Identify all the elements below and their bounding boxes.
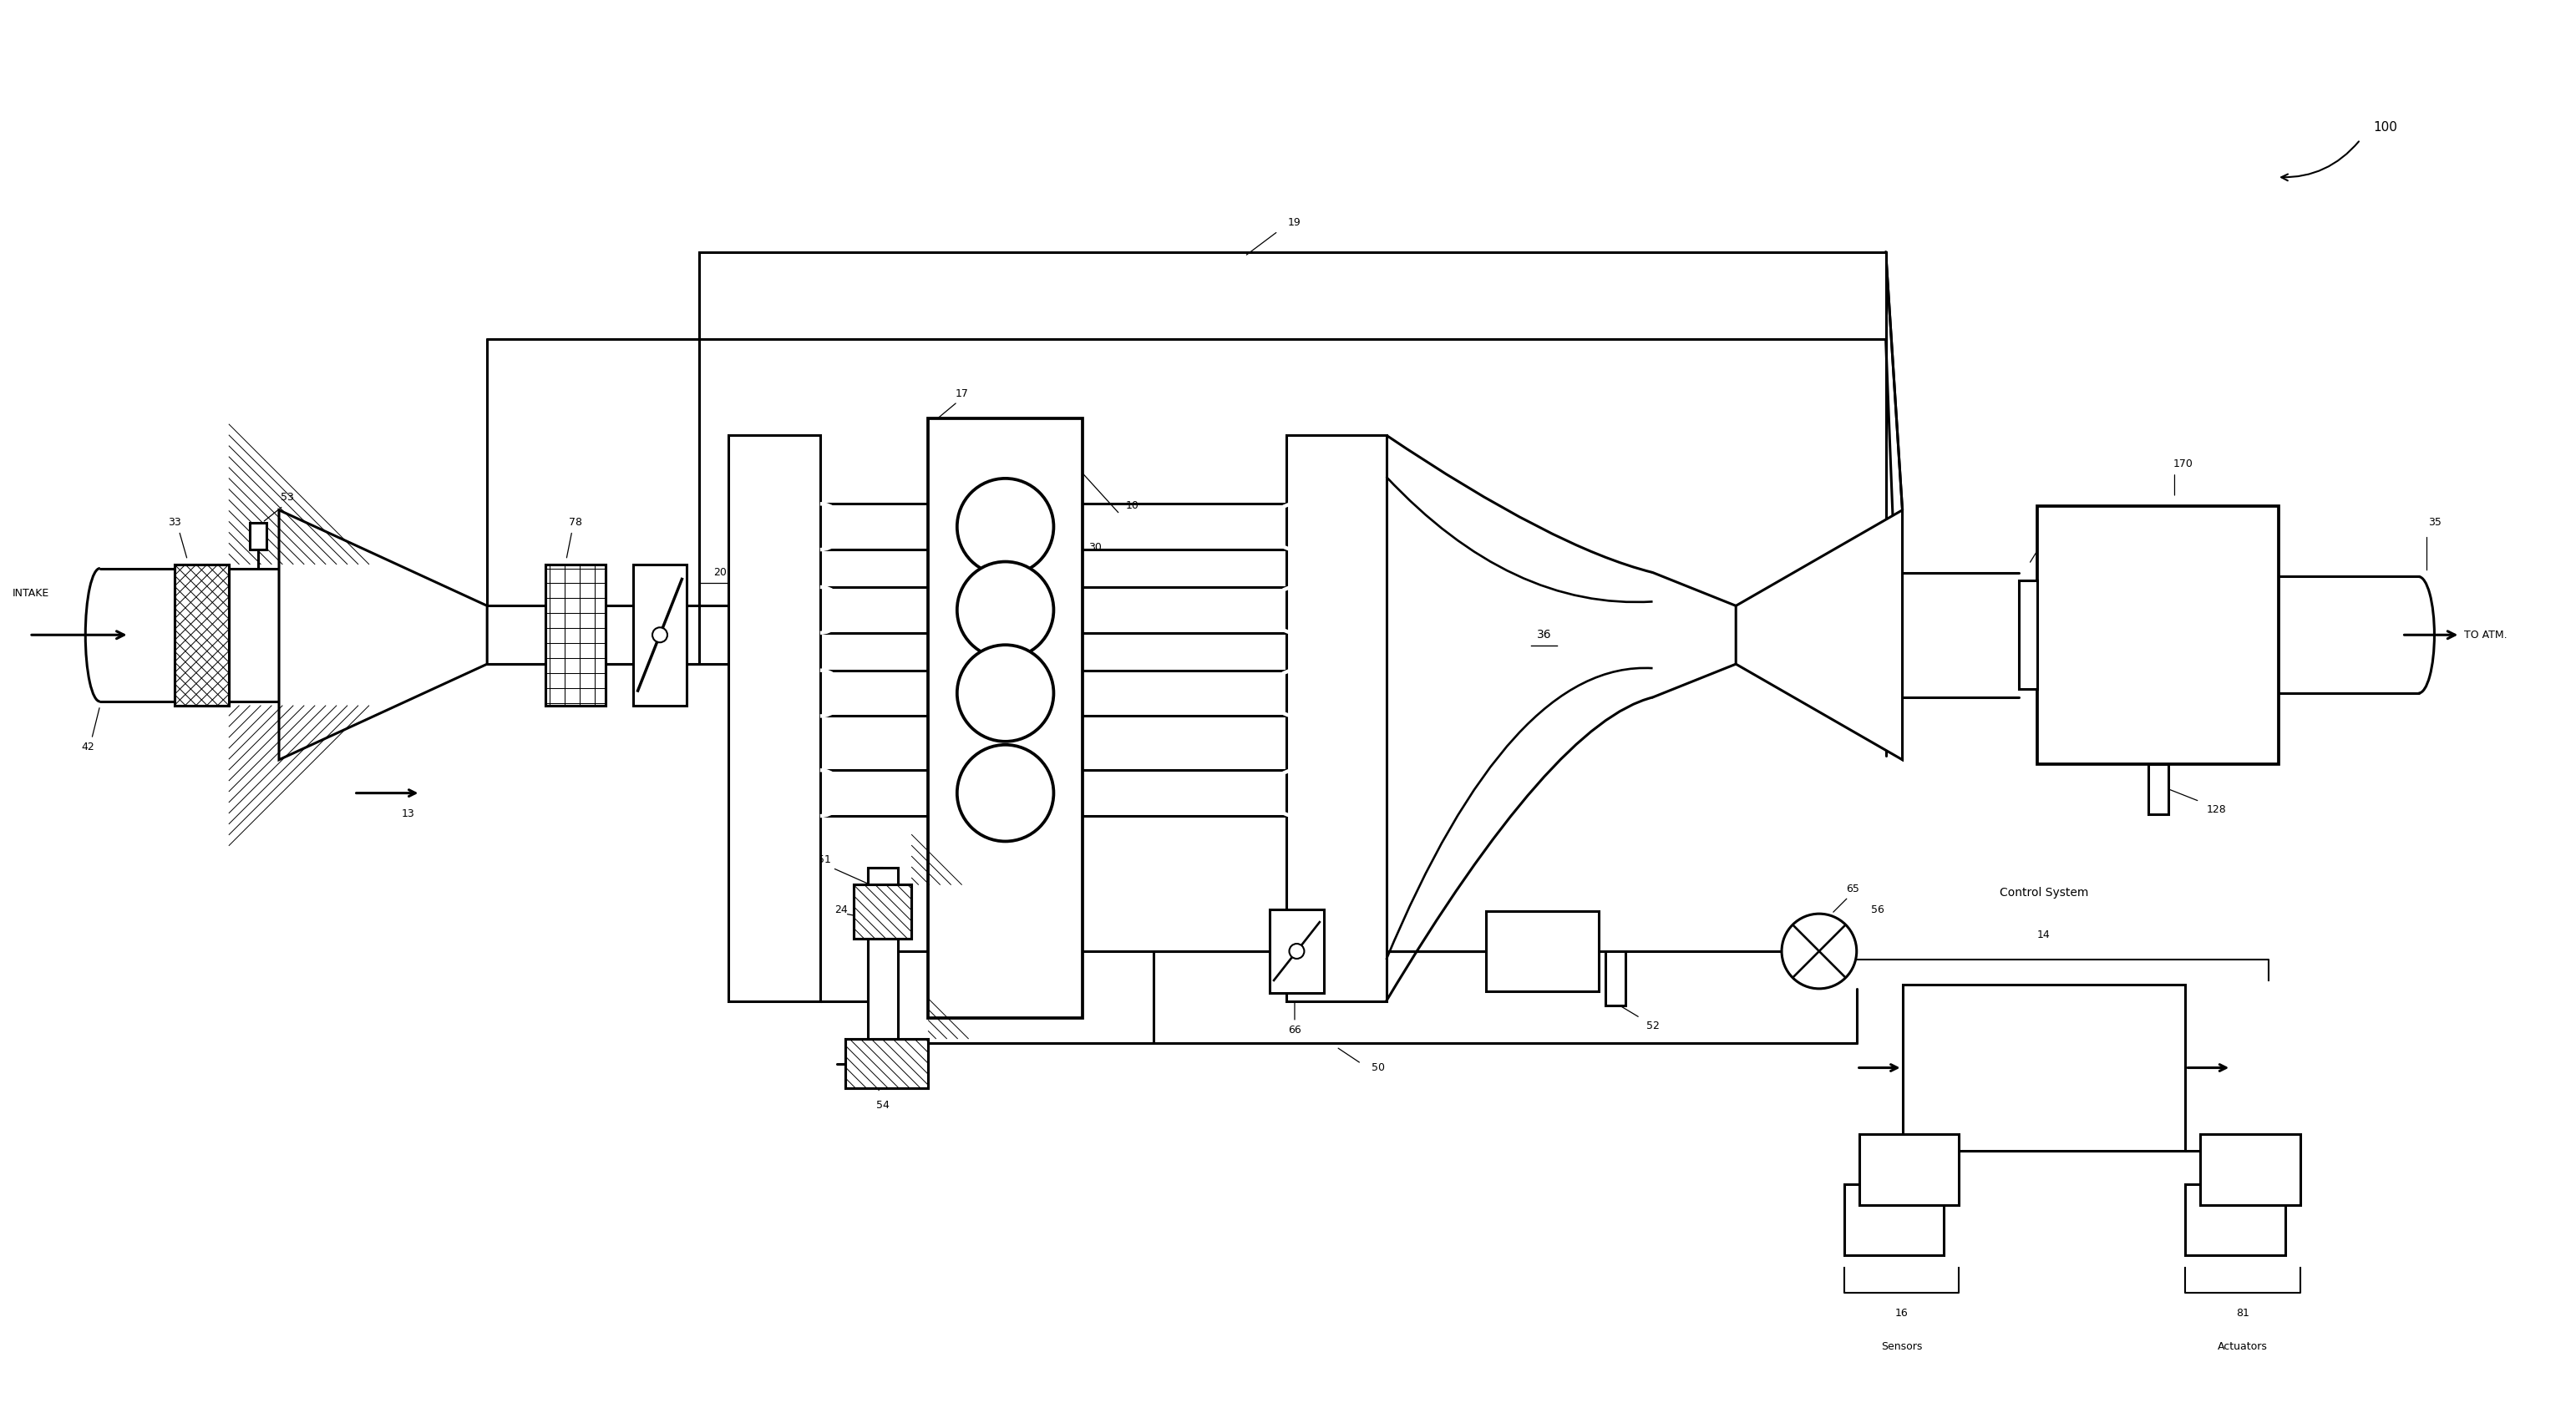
Text: Sensors: Sensors [1880, 1341, 1922, 1352]
Bar [853, 885, 912, 939]
Text: 14: 14 [2038, 929, 2050, 940]
Text: 13: 13 [402, 808, 415, 819]
Text: 170: 170 [2174, 459, 2192, 470]
Circle shape [958, 478, 1054, 575]
Text: 42: 42 [80, 742, 95, 752]
Bar [250, 522, 265, 549]
Bar [845, 1038, 927, 1089]
Text: 1: 1 [1002, 521, 1010, 533]
Bar [1285, 435, 1386, 1002]
Text: 50: 50 [1370, 1062, 1383, 1073]
Text: 19: 19 [1288, 217, 1301, 229]
Text: 24: 24 [835, 904, 848, 915]
Text: 128: 128 [2205, 804, 2226, 815]
Polygon shape [1736, 511, 1904, 760]
Circle shape [1783, 913, 1857, 989]
Text: 10: 10 [1126, 501, 1139, 511]
Text: 30: 30 [1087, 542, 1103, 553]
Text: 81: 81 [2236, 1308, 2249, 1319]
Bar [2020, 581, 2038, 689]
Text: 35: 35 [2429, 518, 2442, 528]
Bar [2148, 763, 2169, 814]
Bar [853, 885, 912, 939]
Text: 12: 12 [2035, 1061, 2053, 1075]
Bar [1270, 909, 1324, 993]
Text: 3: 3 [1002, 687, 1010, 700]
Bar [175, 564, 229, 706]
Bar [1486, 912, 1600, 991]
Circle shape [1288, 944, 1303, 958]
Bar [927, 418, 1082, 1017]
Bar [729, 435, 819, 1002]
Text: 100: 100 [2372, 121, 2398, 133]
Text: 52: 52 [1646, 1021, 1659, 1031]
Bar [2200, 1135, 2300, 1205]
Text: Control System: Control System [1999, 887, 2089, 899]
Text: Actuators: Actuators [2218, 1341, 2267, 1352]
Bar [2184, 1184, 2285, 1256]
Text: 33: 33 [167, 518, 180, 528]
Circle shape [958, 645, 1054, 741]
Bar [2038, 506, 2280, 763]
Text: 56: 56 [1870, 904, 1883, 915]
Text: 53: 53 [281, 492, 294, 504]
Bar [1860, 1135, 1958, 1205]
Bar [845, 1038, 927, 1089]
Text: 4: 4 [1002, 787, 1010, 800]
Circle shape [958, 745, 1054, 842]
Text: 78: 78 [569, 518, 582, 528]
Text: TO ATM.: TO ATM. [2465, 630, 2506, 640]
Bar [868, 868, 896, 1068]
Bar [175, 564, 229, 706]
Bar [1605, 951, 1625, 1006]
Text: 129: 129 [2050, 513, 2071, 523]
Polygon shape [278, 511, 487, 760]
Text: 66: 66 [1288, 1024, 1301, 1035]
Text: 72: 72 [2151, 629, 2166, 641]
Bar [546, 564, 605, 706]
Bar [701, 253, 1886, 340]
Bar [634, 564, 688, 706]
Text: 74: 74 [397, 645, 412, 658]
Bar [546, 564, 605, 706]
Text: 54: 54 [876, 1100, 889, 1111]
Text: 51: 51 [817, 854, 832, 866]
Bar [1844, 1184, 1945, 1256]
Text: 17: 17 [956, 389, 969, 398]
Text: 36: 36 [1538, 629, 1551, 641]
Text: 2: 2 [1002, 603, 1010, 616]
Text: 20: 20 [714, 567, 726, 578]
Bar [1904, 985, 2184, 1150]
Text: 65: 65 [1847, 884, 1860, 894]
Text: 25: 25 [734, 679, 750, 690]
Circle shape [652, 627, 667, 643]
Text: 16: 16 [1896, 1308, 1909, 1319]
Text: INTAKE: INTAKE [13, 588, 49, 599]
Text: 76: 76 [1811, 645, 1826, 658]
Circle shape [958, 561, 1054, 658]
Text: 18: 18 [1030, 888, 1043, 898]
Text: 70: 70 [1535, 946, 1548, 957]
